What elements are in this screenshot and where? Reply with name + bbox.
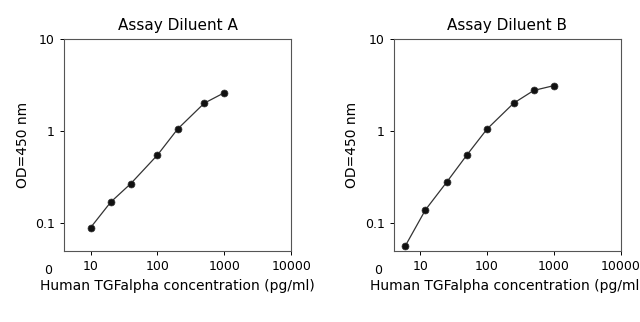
Title: Assay Diluent A: Assay Diluent A [118,18,237,33]
X-axis label: Human TGFalpha concentration (pg/ml): Human TGFalpha concentration (pg/ml) [40,279,315,293]
X-axis label: Human TGFalpha concentration (pg/ml): Human TGFalpha concentration (pg/ml) [370,279,640,293]
Text: 0: 0 [44,264,52,277]
Y-axis label: OD=450 nm: OD=450 nm [345,102,359,188]
Y-axis label: OD=450 nm: OD=450 nm [15,102,29,188]
Text: 0: 0 [374,264,381,277]
Title: Assay Diluent B: Assay Diluent B [447,18,567,33]
